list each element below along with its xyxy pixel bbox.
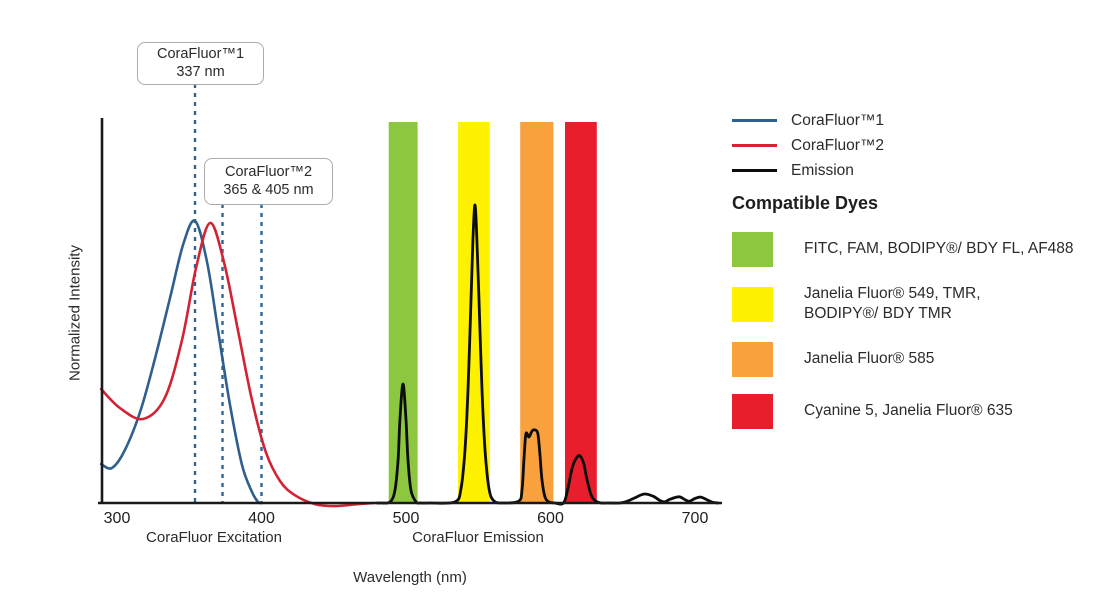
dye-band-3 xyxy=(565,122,597,503)
compatible-dyes-title: Compatible Dyes xyxy=(732,193,879,213)
x-tick-label: 500 xyxy=(393,510,420,527)
callout-corafluor1: CoraFluor™1 337 nm xyxy=(137,42,264,85)
callout-corafluor2: CoraFluor™2 365 & 405 nm xyxy=(204,158,333,205)
dye-band-0 xyxy=(388,122,418,503)
excitation-section-label: CoraFluor Excitation xyxy=(146,529,282,546)
y-axis-title: Normalized Intensity xyxy=(66,245,84,381)
dye-swatch-yellow xyxy=(732,286,773,322)
dye-item-yellow: Janelia Fluor® 549, TMR, BODIPY®/ BDY TM… xyxy=(732,284,1104,325)
x-tick-label: 300 xyxy=(104,510,131,527)
emission-line-swatch xyxy=(732,169,777,172)
corafluor2-legend-label: CoraFluor™2 xyxy=(791,136,885,154)
curve-excitation xyxy=(99,219,263,505)
dye-swatch-green xyxy=(732,232,773,267)
x-axis-title: Wavelength (nm) xyxy=(353,569,467,586)
callout-corafluor1-title: CoraFluor™1 xyxy=(156,45,245,62)
legend-item-corafluor2: CoraFluor™2 xyxy=(732,137,1104,154)
legend-item-emission: Emission xyxy=(732,162,1104,179)
corafluor2-line-swatch xyxy=(732,144,777,147)
callout-corafluor2-title: CoraFluor™2 xyxy=(224,163,313,180)
x-tick-label: 600 xyxy=(537,510,564,527)
dye-swatch-red xyxy=(732,393,773,429)
dye-label-green: FITC, FAM, BODIPY®/ BDY FL, AF488 xyxy=(804,240,1074,258)
dye-item-orange: Janelia Fluor® 585 xyxy=(732,341,1104,377)
dye-label-yellow: Janelia Fluor® 549, TMR, BODIPY®/ BDY TM… xyxy=(804,285,981,323)
dye-label-orange: Janelia Fluor® 585 xyxy=(804,350,935,368)
dye-item-green: FITC, FAM, BODIPY®/ BDY FL, AF488 xyxy=(732,232,1104,267)
curve-excitation xyxy=(99,221,376,508)
x-tick-label: 400 xyxy=(248,510,275,527)
dye-label-red: Cyanine 5, Janelia Fluor® 635 xyxy=(804,402,1013,420)
emission-legend-label: Emission xyxy=(791,161,854,179)
emission-section-label: CoraFluor Emission xyxy=(412,529,544,546)
callout-corafluor1-value: 337 nm xyxy=(176,63,225,80)
dye-swatch-orange xyxy=(732,341,773,377)
dye-item-red: Cyanine 5, Janelia Fluor® 635 xyxy=(732,393,1104,429)
corafluor1-legend-label: CoraFluor™1 xyxy=(791,111,885,129)
legend-panel: CoraFluor™1 CoraFluor™2 Emission Compati… xyxy=(732,112,1104,446)
x-tick-label: 700 xyxy=(682,510,709,527)
spectra-chart: 300 400 500 600 700 xyxy=(98,84,722,527)
callout-corafluor2-value: 365 & 405 nm xyxy=(223,181,314,198)
corafluor1-line-swatch xyxy=(732,119,777,122)
legend-item-corafluor1: CoraFluor™1 xyxy=(732,112,1104,129)
